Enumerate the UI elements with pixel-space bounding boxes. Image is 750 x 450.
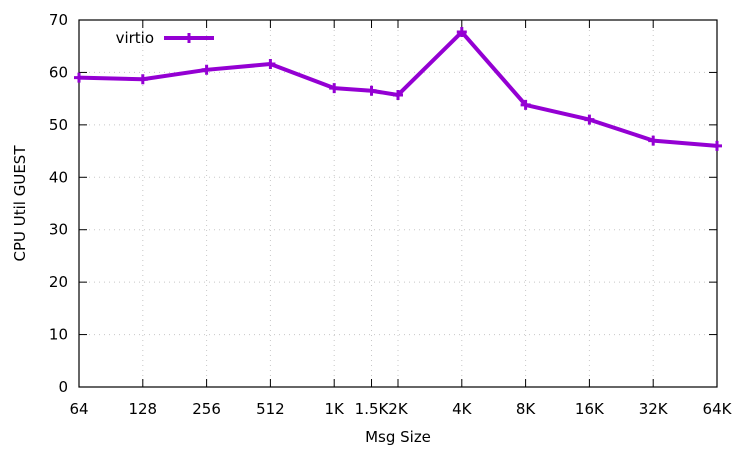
x-tick-label: 128 xyxy=(128,400,157,418)
legend: virtio xyxy=(116,29,214,47)
data-point-marker xyxy=(201,64,212,75)
series-line xyxy=(77,30,719,148)
data-point-marker xyxy=(137,74,148,85)
legend-label: virtio xyxy=(116,29,154,47)
data-point-marker xyxy=(74,72,84,83)
x-tick-label: 512 xyxy=(256,400,285,418)
x-tick-label: 32K xyxy=(639,400,669,418)
x-axis: 64 128 256 512 1K 1.5K 2K 4K 8K 16K 32K 64K xyxy=(69,20,733,418)
x-tick-label: 1.5K xyxy=(355,400,390,418)
data-point-marker xyxy=(329,83,340,94)
y-tick-label: 70 xyxy=(49,11,68,29)
legend-marker xyxy=(184,33,194,43)
x-axis-label: Msg Size xyxy=(365,428,431,446)
x-tick-label: 256 xyxy=(192,400,221,418)
x-tick-label: 64 xyxy=(69,400,88,418)
x-tick-label: 2K xyxy=(388,400,409,418)
x-tick-label: 1K xyxy=(325,400,346,418)
y-axis: 0 10 20 30 40 50 60 70 xyxy=(49,11,717,396)
y-tick-label: 0 xyxy=(58,378,68,396)
y-tick-label: 50 xyxy=(49,116,68,134)
data-point-marker xyxy=(393,89,403,100)
data-point-marker xyxy=(584,114,595,125)
y-tick-label: 40 xyxy=(49,168,68,186)
data-point-marker xyxy=(648,135,659,146)
y-tick-label: 60 xyxy=(49,63,68,81)
data-point-marker xyxy=(265,59,276,70)
x-tick-label: 8K xyxy=(516,400,537,418)
data-point-marker xyxy=(520,99,531,110)
data-point-marker xyxy=(366,85,377,96)
y-tick-label: 20 xyxy=(49,273,68,291)
x-tick-label: 64K xyxy=(703,400,733,418)
y-tick-label: 10 xyxy=(49,326,68,344)
x-tick-label: 16K xyxy=(575,400,605,418)
data-point-marker xyxy=(712,140,722,151)
series-layer xyxy=(74,27,722,151)
x-tick-label: 4K xyxy=(452,400,473,418)
y-axis-label: CPU Util GUEST xyxy=(11,145,29,262)
data-point-marker xyxy=(456,27,467,38)
y-tick-label: 30 xyxy=(49,221,68,239)
grid xyxy=(79,20,717,387)
